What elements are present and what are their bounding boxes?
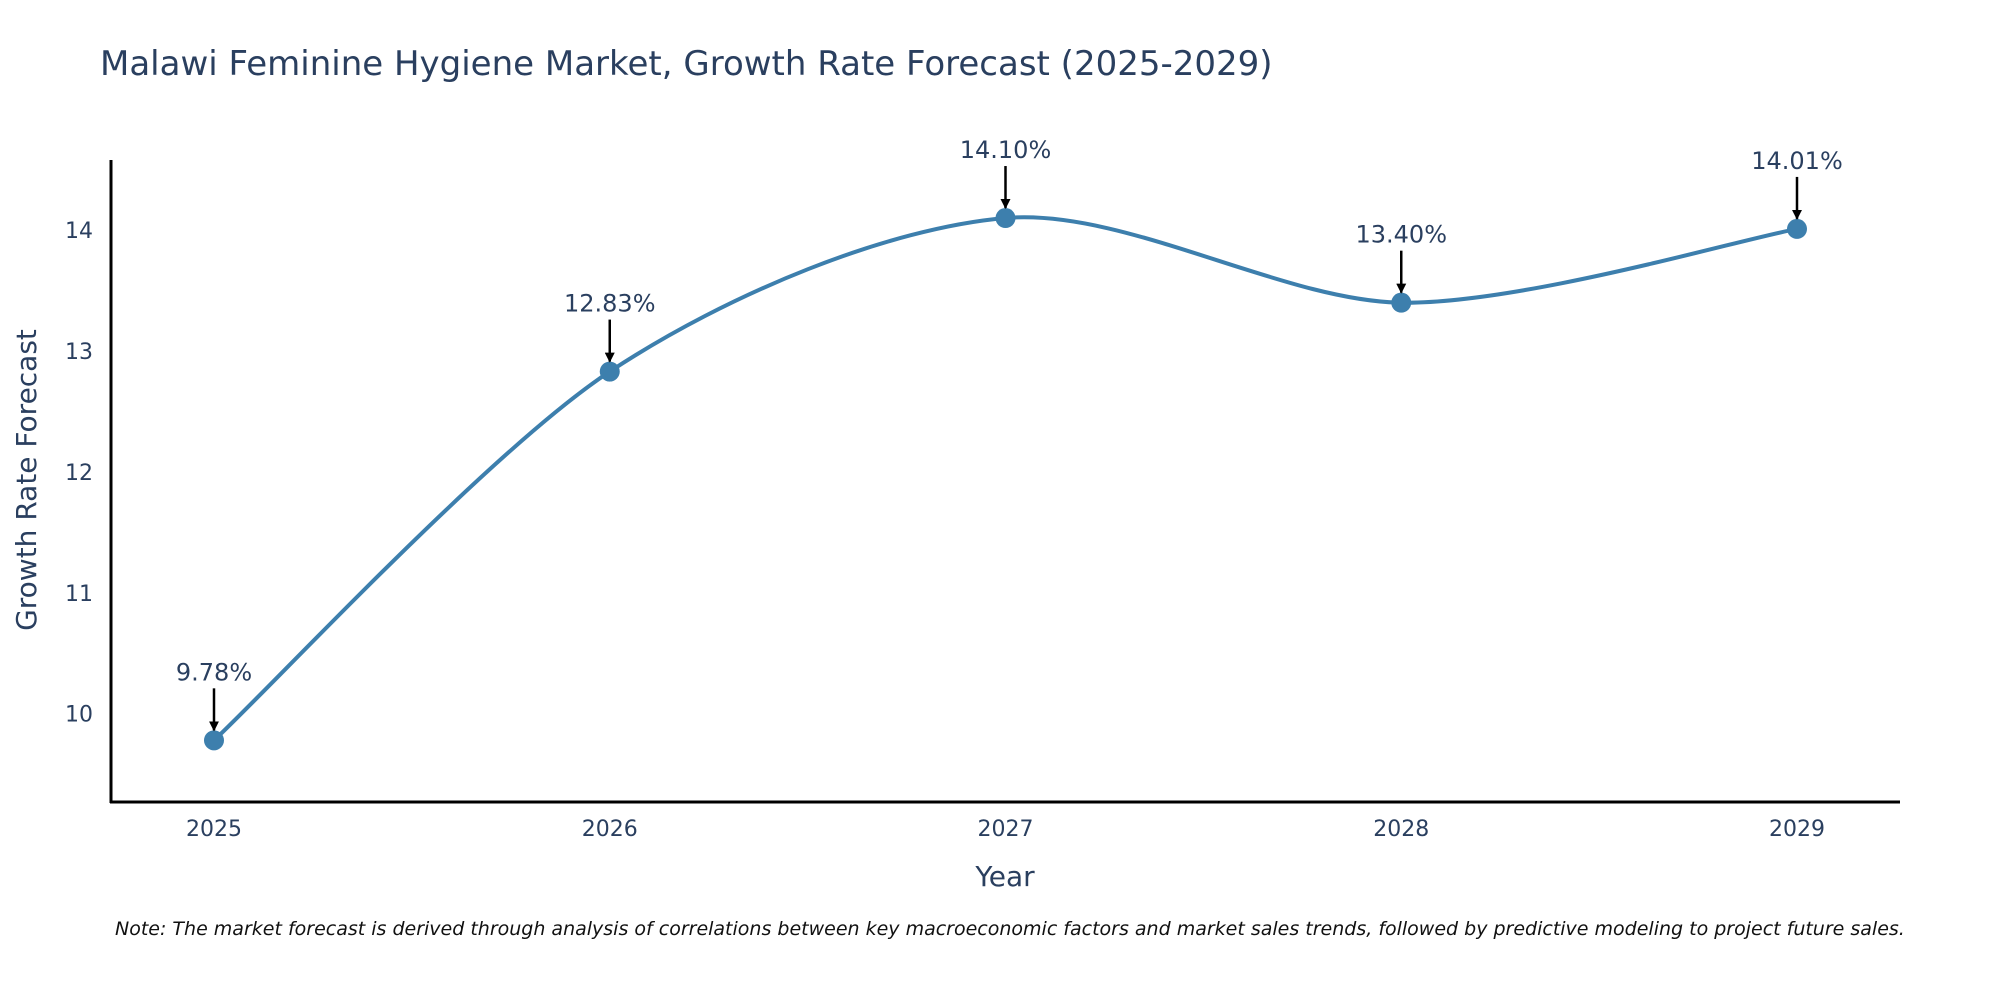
- data-point: [1391, 292, 1412, 313]
- y-tick-label: 10: [65, 703, 93, 728]
- x-tick-label: 2027: [978, 817, 1034, 842]
- data-label: 14.01%: [1751, 147, 1843, 175]
- data-label: 9.78%: [176, 658, 252, 686]
- y-tick-label: 12: [65, 461, 93, 486]
- data-point: [204, 730, 224, 751]
- y-tick-label: 13: [65, 340, 93, 365]
- chart-title: Malawi Feminine Hygiene Market, Growth R…: [100, 44, 1273, 84]
- series-line: [212, 215, 1799, 743]
- x-tick-label: 2028: [1373, 817, 1429, 842]
- y-tick-label: 11: [65, 582, 93, 607]
- data-point: [1787, 218, 1807, 239]
- x-tick-label: 2029: [1769, 817, 1825, 842]
- x-tick-label: 2026: [582, 817, 638, 842]
- x-axis-title: Year: [974, 860, 1035, 893]
- x-tick-label: 2025: [186, 817, 242, 842]
- data-label: 14.10%: [960, 136, 1052, 164]
- chart-note: Note: The market forecast is derived thr…: [115, 918, 1905, 940]
- y-axis-title: Growth Rate Forecast: [10, 329, 43, 631]
- y-tick-label: 14: [65, 219, 93, 244]
- data-label: 13.40%: [1355, 221, 1447, 249]
- data-label: 12.83%: [564, 290, 656, 318]
- data-point: [995, 208, 1016, 229]
- data-point: [599, 361, 620, 382]
